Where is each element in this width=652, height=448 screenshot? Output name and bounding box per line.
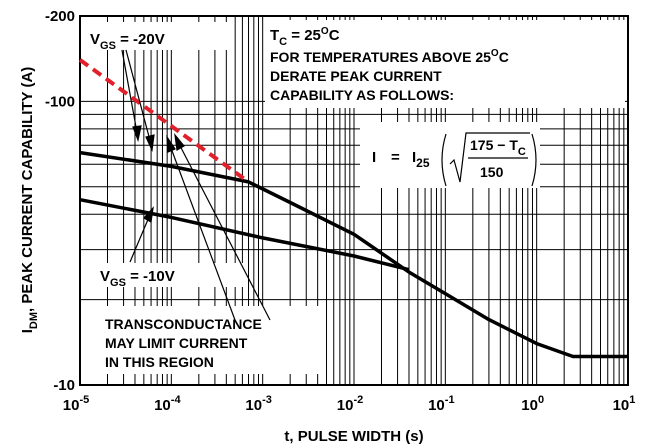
trans-line-2: MAY LIMIT CURRENT bbox=[105, 335, 248, 351]
arrowhead-trans-b bbox=[174, 132, 185, 151]
temperature-line: FOR TEMPERATURES ABOVE 25OC bbox=[270, 48, 509, 65]
vgs20-label-background bbox=[82, 22, 234, 50]
arrowhead-trans-a bbox=[166, 134, 176, 153]
x-tick-label: 10-2 bbox=[337, 394, 363, 414]
arrow-vgs20-a bbox=[121, 49, 139, 139]
svg-text:I: I bbox=[372, 149, 376, 166]
y-tick-label: -10 bbox=[53, 377, 75, 394]
arrowhead-vgs10 bbox=[143, 206, 154, 223]
vgs10-label: VGS = -10V bbox=[100, 268, 175, 289]
x-tick-label: 100 bbox=[521, 394, 544, 414]
x-tick-label: 10-1 bbox=[428, 394, 454, 414]
series-line-0 bbox=[79, 150, 628, 359]
x-axis-label: t, PULSE WIDTH (s) bbox=[284, 428, 423, 445]
x-tick-label: 101 bbox=[613, 394, 636, 414]
formula-box-background bbox=[360, 122, 540, 188]
arrow-trans-b bbox=[175, 137, 271, 321]
svg-text:175 − TC: 175 − TC bbox=[470, 137, 526, 158]
x-tick-label: 10-5 bbox=[63, 394, 89, 414]
series-group bbox=[78, 58, 628, 359]
trans-line-1: TRANSCONDUCTANCE bbox=[105, 316, 262, 332]
derate-line-2: CAPABILITY AS FOLLOWS: bbox=[270, 87, 454, 103]
arrowhead-vgs20-b bbox=[145, 134, 155, 153]
tc-label: TC = 25OC bbox=[270, 26, 340, 48]
pointer-arrows bbox=[121, 49, 271, 321]
axis-ticks: 10-5 10-4 10-3 10-2 10-1 100 101 -200 -100 -10 bbox=[45, 8, 635, 414]
y-tick-label: -200 bbox=[45, 8, 75, 25]
arrowhead-vgs20-a bbox=[132, 125, 142, 143]
series-line-1 bbox=[79, 197, 410, 272]
y-axis-label: IDM, PEAK CURRENT CAPABILITY (A) bbox=[19, 67, 40, 334]
derating-formula: I = I25 175 − TC 150 bbox=[372, 132, 537, 187]
svg-text:I25: I25 bbox=[412, 149, 430, 170]
series-line-2 bbox=[78, 58, 250, 184]
svg-text:150: 150 bbox=[480, 164, 504, 180]
y-tick-label: -100 bbox=[45, 93, 75, 110]
arrow-trans-a bbox=[167, 139, 236, 321]
trans-line-3: IN THIS REGION bbox=[105, 354, 214, 370]
x-tick-label: 10-3 bbox=[245, 394, 271, 414]
x-tick-label: 10-4 bbox=[154, 394, 181, 414]
vgs20-label: VGS = -20V bbox=[90, 31, 165, 52]
svg-text:=: = bbox=[391, 149, 400, 166]
info-box-background bbox=[265, 20, 625, 108]
arrow-vgs20-b bbox=[125, 49, 153, 149]
derate-line-1: DERATE PEAK CURRENT bbox=[270, 68, 442, 84]
trans-label-background bbox=[102, 306, 326, 374]
